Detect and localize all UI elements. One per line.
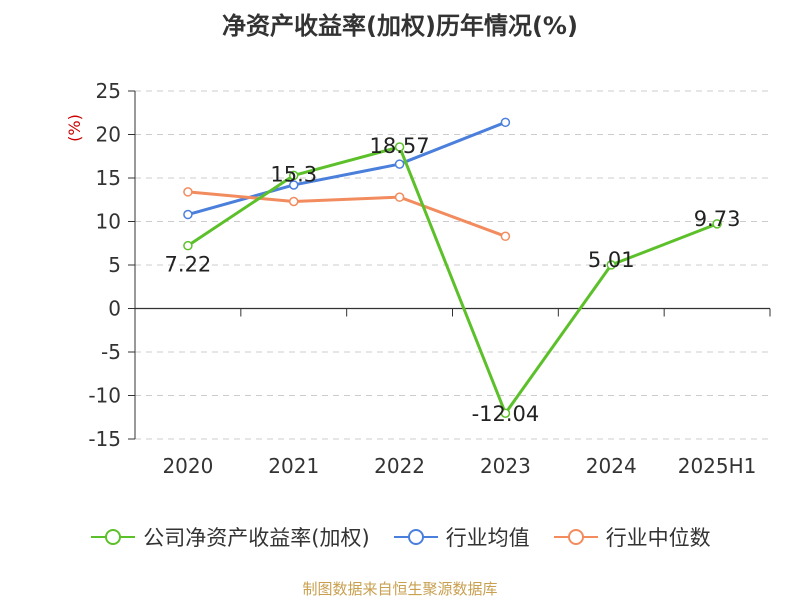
y-axis-title: (%) xyxy=(65,114,84,142)
data-point xyxy=(500,117,511,128)
legend: 公司净资产收益率(加权) 行业均值 行业中位数 xyxy=(0,520,800,554)
data-label: -12.04 xyxy=(472,402,540,426)
data-point xyxy=(289,196,299,207)
data-label: 7.22 xyxy=(165,253,212,277)
data-label: 15.3 xyxy=(270,162,317,186)
legend-swatch-icon xyxy=(393,529,438,545)
legend-swatch-icon xyxy=(553,529,598,545)
x-tick-label: 2020 xyxy=(162,454,213,478)
data-label: 18.57 xyxy=(370,134,430,158)
legend-item[interactable]: 行业中位数 xyxy=(552,522,711,552)
y-tick-label: 15 xyxy=(96,166,121,190)
data-point xyxy=(394,192,405,202)
data-point xyxy=(289,180,299,190)
data-label: 5.01 xyxy=(588,248,635,272)
chart-title: 净资产收益率(加权)历年情况(%) xyxy=(222,12,578,40)
data-point xyxy=(712,219,722,229)
series-line xyxy=(187,145,718,415)
x-tick-label: 2025H1 xyxy=(678,454,757,478)
legend-item[interactable]: 行业均值 xyxy=(392,522,530,552)
data-point xyxy=(394,159,405,169)
data-point xyxy=(183,187,193,197)
data-point xyxy=(183,240,193,251)
data-point xyxy=(500,408,511,418)
x-tick-label: 2023 xyxy=(480,454,531,478)
data-point xyxy=(500,231,511,242)
y-tick-label: 0 xyxy=(108,297,121,321)
legend-label: 行业中位数 xyxy=(605,526,711,550)
y-tick-label: -15 xyxy=(88,427,121,451)
y-tick-label: 10 xyxy=(96,210,121,234)
data-point xyxy=(289,170,299,181)
grid-lines xyxy=(135,90,770,440)
data-point xyxy=(606,260,616,270)
x-tick-label: 2022 xyxy=(374,454,425,478)
legend-item[interactable]: 公司净资产收益率(加权) xyxy=(89,522,370,552)
y-tick-label: -5 xyxy=(101,340,121,364)
x-tick-label: 2021 xyxy=(268,454,319,478)
y-tick-label: -10 xyxy=(88,384,121,408)
data-point xyxy=(183,209,193,220)
legend-label: 行业均值 xyxy=(445,526,530,550)
series-lines xyxy=(183,117,722,418)
legend-label: 公司净资产收益率(加权) xyxy=(143,526,370,550)
y-tick-label: 5 xyxy=(108,253,121,277)
y-tick-label: 25 xyxy=(96,79,121,103)
series-line xyxy=(187,120,506,216)
y-tick-label: 20 xyxy=(96,123,121,147)
x-tick-label: 2024 xyxy=(586,454,637,478)
series-line xyxy=(187,190,506,238)
data-point xyxy=(394,142,405,152)
data-label: 9.73 xyxy=(694,207,741,231)
legend-swatch-icon xyxy=(91,529,136,545)
source-note: 制图数据来自恒生聚源数据库 xyxy=(302,580,498,598)
axes: 25 20 15 10 5 0 -5 -10 -15 (%) 2020 2021 2022 2023 202… xyxy=(65,79,771,478)
data-labels: 7.22 15.3 18.57 -12.04 5.01 9.73 xyxy=(165,134,741,426)
